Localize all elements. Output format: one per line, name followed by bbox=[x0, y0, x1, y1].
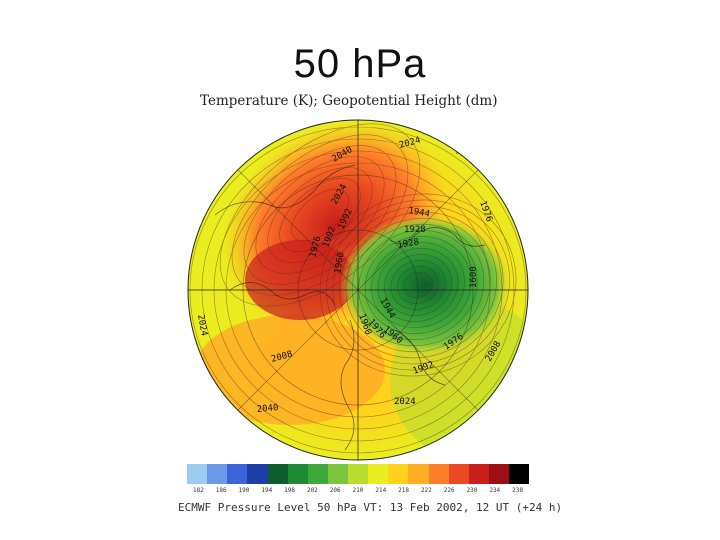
height-contour-high bbox=[291, 188, 349, 242]
contour-label: 1992 bbox=[455, 134, 472, 158]
coastline-asia bbox=[394, 329, 446, 386]
height-contour-low bbox=[319, 193, 517, 377]
height-contour-high bbox=[279, 177, 361, 253]
colorbar-swatch bbox=[327, 464, 348, 484]
height-contour-low bbox=[371, 242, 465, 328]
contour-label: 1944 bbox=[407, 206, 430, 220]
colorbar-label: 234 bbox=[489, 487, 501, 494]
height-contour-low bbox=[332, 205, 504, 365]
height-contour-high bbox=[219, 123, 421, 307]
colorbar-label: 190 bbox=[238, 487, 250, 494]
contour-label: 1928 bbox=[404, 225, 426, 235]
contour-label: 1928 bbox=[397, 237, 420, 251]
colorbar-swatch bbox=[207, 464, 228, 484]
height-contour-low bbox=[377, 248, 459, 322]
colorbar-swatch bbox=[267, 464, 288, 484]
graticule-line bbox=[237, 169, 479, 411]
colorbar-label: 238 bbox=[512, 487, 523, 494]
colorbar-swatch bbox=[247, 464, 268, 484]
colorbar-swatch bbox=[368, 464, 389, 484]
contour-label: 2024 bbox=[394, 397, 416, 407]
colorbar-swatch bbox=[448, 464, 469, 484]
colorbar-label: 186 bbox=[215, 487, 227, 494]
colorbar-label: 194 bbox=[261, 487, 273, 494]
orange-band-south bbox=[195, 315, 385, 425]
colorbar-label: 230 bbox=[466, 487, 478, 494]
colorbar-swatch bbox=[388, 464, 409, 484]
coastline-europe bbox=[340, 319, 355, 451]
colorbar-swatch bbox=[307, 464, 328, 484]
cold-polar-vortex bbox=[340, 215, 510, 355]
colorbar-label: 218 bbox=[398, 487, 409, 494]
colorbar-label: 182 bbox=[192, 487, 204, 494]
colorbar-swatch bbox=[509, 464, 530, 484]
height-contour-low bbox=[364, 236, 472, 334]
colorbar-swatch bbox=[408, 464, 429, 484]
coastline-north-america bbox=[214, 164, 356, 216]
colorbar bbox=[187, 464, 530, 484]
colorbar-swatch bbox=[187, 464, 208, 484]
colorbar-swatch bbox=[348, 464, 369, 484]
coastline-arctic bbox=[229, 282, 336, 306]
colorbar-label: 226 bbox=[443, 487, 455, 494]
latitude-circle bbox=[297, 229, 419, 351]
height-contour-high bbox=[255, 156, 385, 274]
colorbar-swatch bbox=[488, 464, 509, 484]
colorbar-label: 206 bbox=[329, 487, 341, 494]
graticule bbox=[188, 120, 528, 460]
colorbar-labels: 182 186 190 194 198 202 206 210 214 218 222 226 230 2… bbox=[187, 487, 529, 494]
height-contour-high bbox=[243, 145, 397, 285]
height-contour-low bbox=[397, 266, 439, 304]
colorbar-swatch bbox=[468, 464, 489, 484]
height-contour-low bbox=[339, 211, 497, 359]
height-contour-low bbox=[358, 229, 478, 341]
map-subtitle: Temperature (K); Geopotential Height (dm… bbox=[200, 93, 498, 109]
map-disk: 2040 2024 2024 2024 2008 2040 1992 1992 … bbox=[188, 120, 528, 460]
colorbar-label: 210 bbox=[352, 487, 364, 494]
contour-label: 2040 bbox=[256, 403, 278, 415]
height-contour-low bbox=[351, 223, 485, 347]
colorbar-label: 198 bbox=[284, 487, 295, 494]
height-contour-high bbox=[231, 134, 409, 296]
colorbar-swatch bbox=[428, 464, 449, 484]
map-footer: ECMWF Pressure Level 50 hPa VT: 13 Feb 2… bbox=[178, 501, 563, 514]
colorbar-label: 222 bbox=[420, 487, 432, 494]
coastlines bbox=[214, 164, 486, 451]
colorbar-swatch bbox=[227, 464, 248, 484]
warm-core-center bbox=[245, 240, 355, 320]
slide-title: 50 hPa bbox=[293, 42, 427, 86]
height-contour-low bbox=[390, 260, 446, 310]
contour-label: 1960 bbox=[333, 251, 347, 274]
latitude-circle bbox=[242, 174, 474, 406]
colorbar-swatch bbox=[287, 464, 308, 484]
colorbar-label: 214 bbox=[375, 487, 387, 494]
colorbar-label: 202 bbox=[306, 487, 318, 494]
contour-label: 2024 bbox=[195, 314, 209, 337]
contour-label: 1600 bbox=[469, 266, 479, 288]
coastline-scandinavia bbox=[389, 227, 486, 247]
map-border bbox=[187, 119, 529, 461]
